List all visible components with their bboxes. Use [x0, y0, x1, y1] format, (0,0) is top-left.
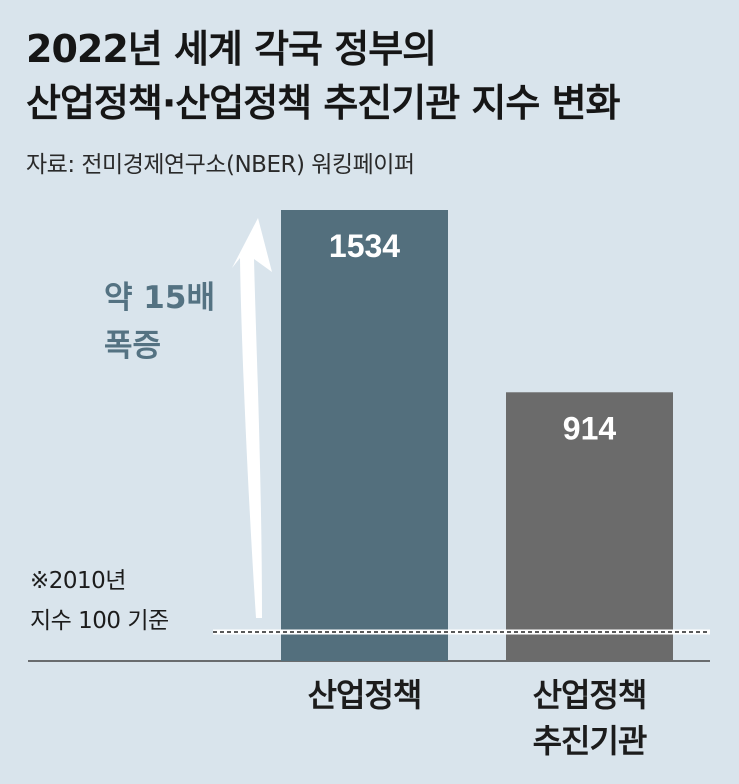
- growth-annotation-line-2: 폭증: [104, 328, 161, 364]
- source-caption: 자료: 전미경제연구소(NBER) 워킹페이퍼: [26, 152, 415, 178]
- bar-1: [281, 210, 448, 661]
- category-label-2-line-2: 추진기관: [533, 722, 647, 760]
- growth-annotation-line-1: 약 15배: [104, 280, 215, 316]
- title-line-1: 2022년 세계 각국 정부의: [26, 27, 437, 71]
- bar-2: [506, 392, 673, 661]
- category-label-1: 산업정책: [308, 676, 422, 714]
- chart-title: 2022년 세계 각국 정부의 산업정책·산업정책 추진기관 지수 변화: [26, 22, 620, 130]
- bar-value-label-1: 1534: [329, 228, 400, 264]
- baseline-note-line-2: 지수 100 기준: [30, 608, 169, 634]
- growth-arrow: [232, 218, 272, 618]
- baseline-note-line-1: ※2010년: [30, 568, 126, 594]
- title-line-2: 산업정책·산업정책 추진기관 지수 변화: [26, 81, 620, 125]
- category-label-2: 산업정책: [533, 676, 647, 714]
- bar-value-label-2: 914: [563, 410, 617, 446]
